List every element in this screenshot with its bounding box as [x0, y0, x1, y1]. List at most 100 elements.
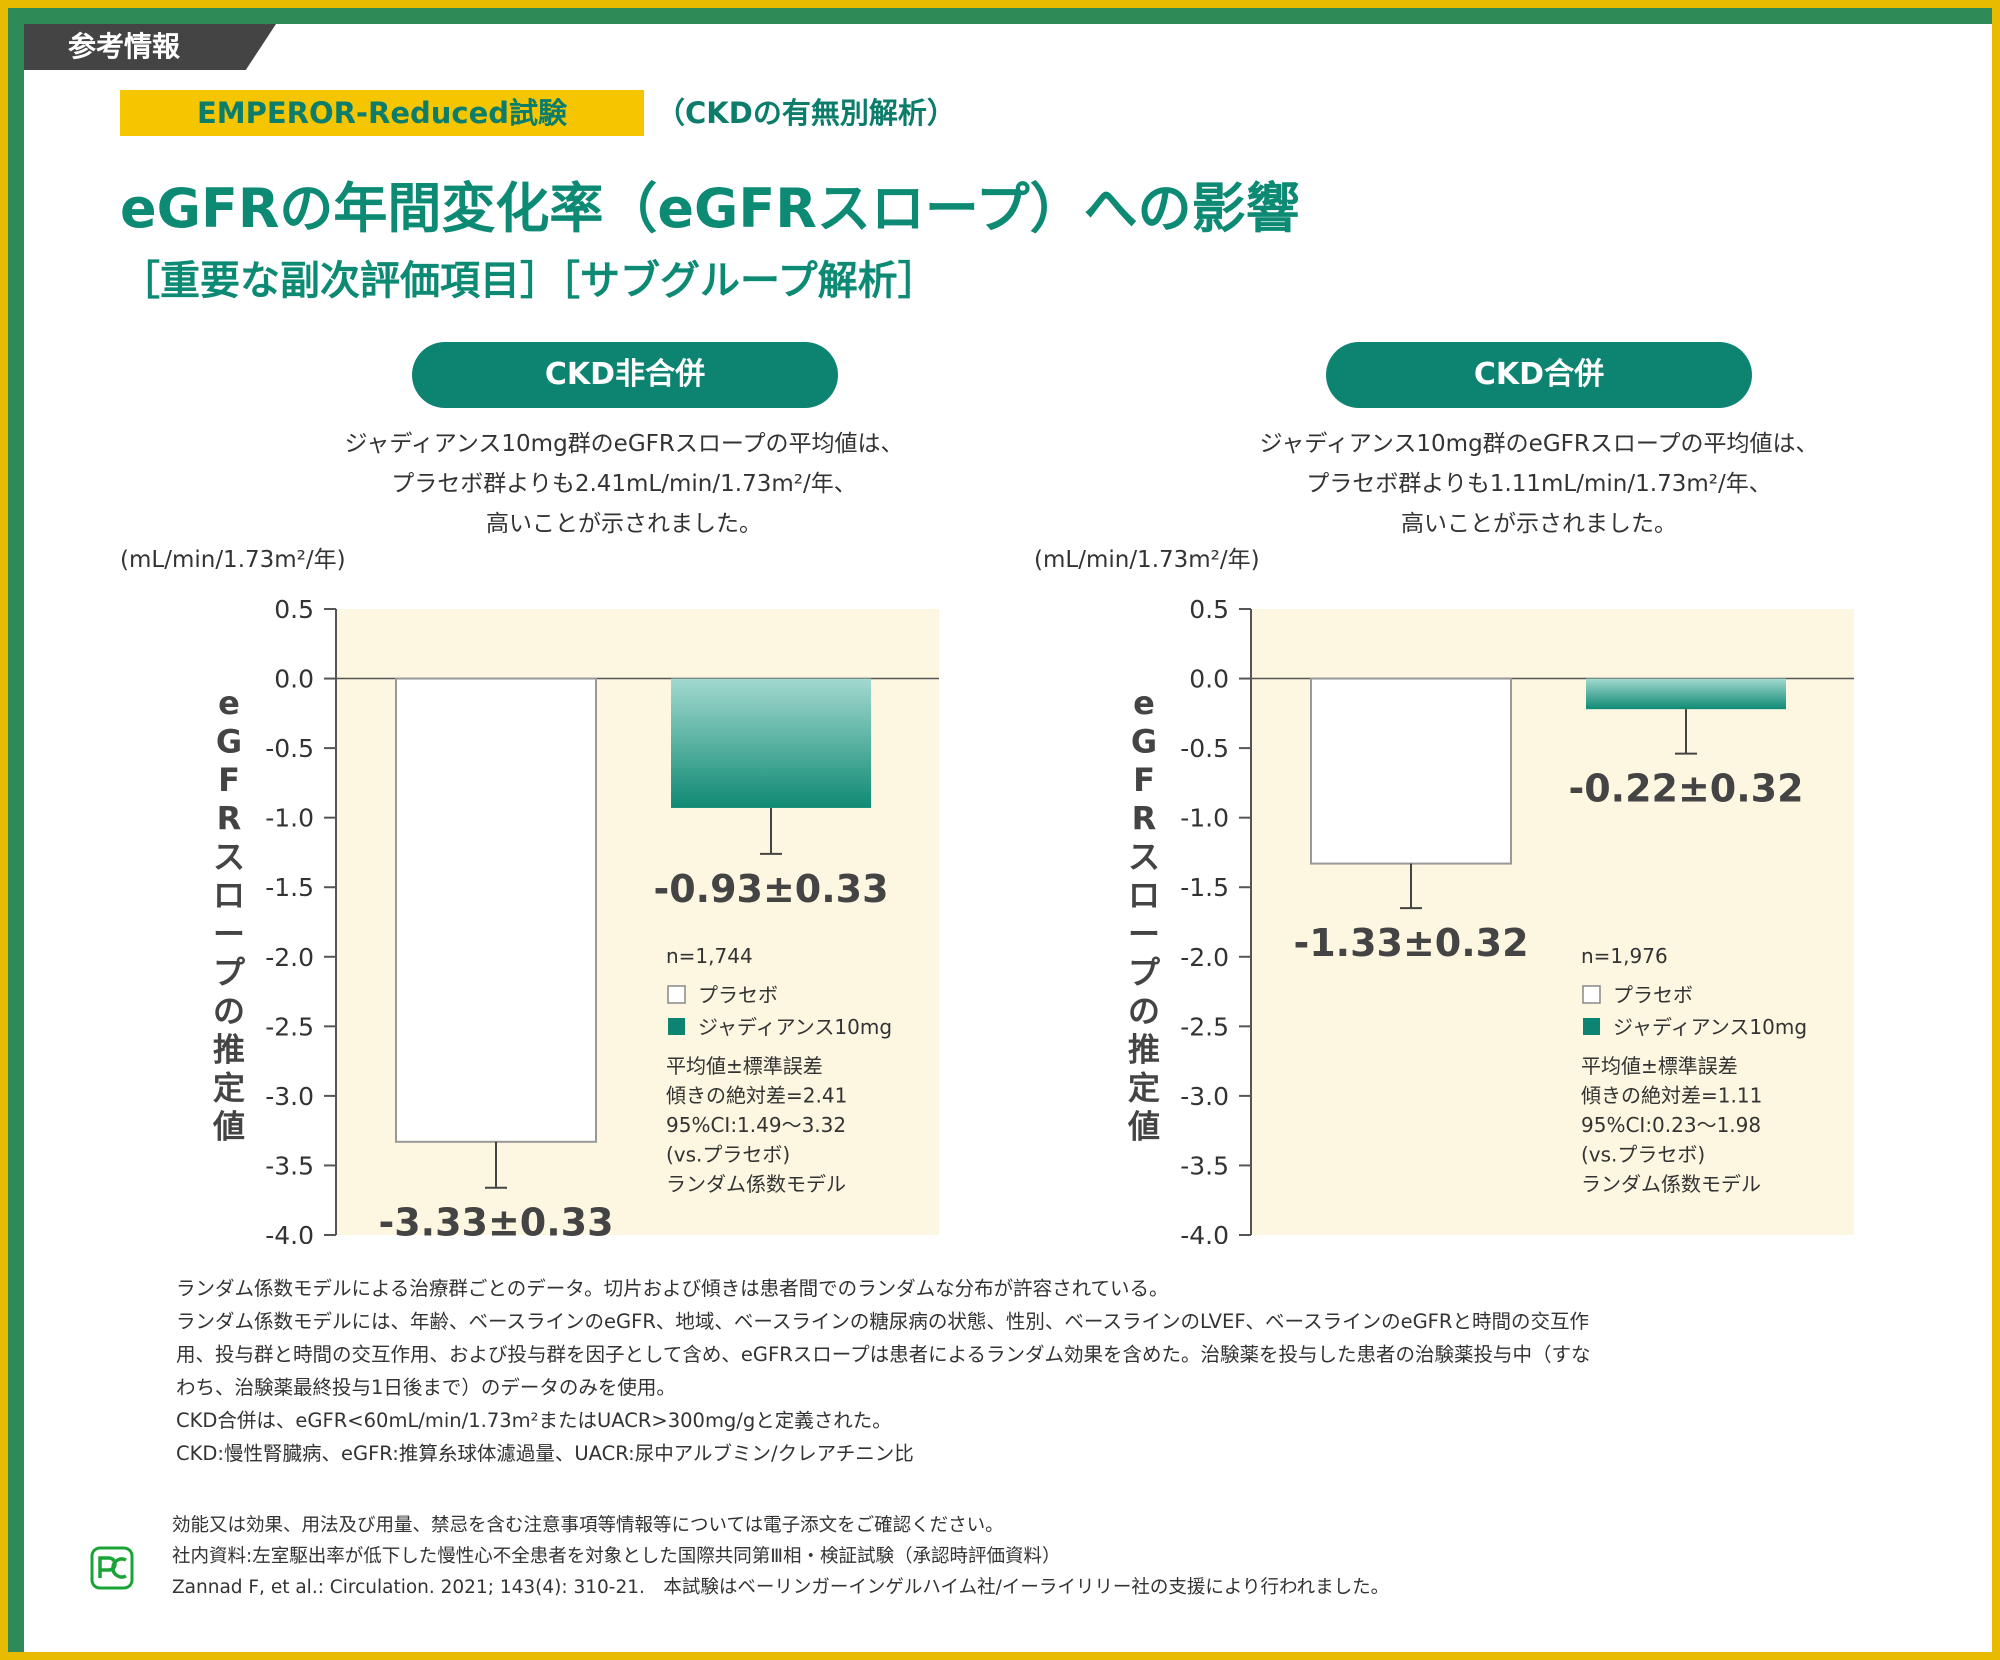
bar-jardiance: [1586, 678, 1786, 710]
y-axis-title-char: ー: [1128, 915, 1160, 953]
y-unit-label: (mL/min/1.73m²/年): [1034, 547, 1260, 573]
reference-line: Zannad F, et al.: Circulation. 2021; 143…: [172, 1577, 1390, 1598]
y-axis-title-char: R: [1132, 800, 1157, 838]
stats-line: ランダム係数モデル: [1581, 1172, 1761, 1196]
y-tick-label: -1.0: [1180, 804, 1229, 833]
stats-line: 95%CI:0.23〜1.98: [1581, 1113, 1761, 1137]
y-axis-title-char: ロ: [1128, 877, 1160, 915]
stats-line: 傾きの絶対差=2.41: [666, 1084, 847, 1108]
y-axis-title-char: F: [1133, 761, 1155, 799]
y-axis-title-char: F: [218, 761, 240, 799]
stats-line: 平均値±標準誤差: [1581, 1054, 1738, 1078]
stats-line: (vs.プラセボ): [666, 1143, 790, 1167]
y-axis-title-char: 推: [1128, 1031, 1160, 1069]
legend-label-jardiance: ジャディアンス10mg: [1613, 1015, 1807, 1039]
y-tick-label: -2.0: [1180, 943, 1229, 972]
footnote-line: CKD合併は、eGFR<60mL/min/1.73m²またはUACR>300mg…: [176, 1409, 892, 1432]
y-axis-title-char: 推: [213, 1031, 245, 1069]
footnote-line: 用、投与群と時間の交互作用、および投与群を因子として含め、eGFRスロープは患者…: [176, 1343, 1591, 1366]
page-subtitle: ［重要な副次評価項目］［サブグループ解析］: [120, 258, 938, 304]
y-axis-title-char: の: [1128, 992, 1160, 1030]
footnotes: ランダム係数モデルによる治療群ごとのデータ。切片および傾きは患者間でのランダムな…: [176, 1272, 1876, 1470]
value-label: -1.33±0.32: [1293, 921, 1528, 965]
legend-swatch-placebo: [1582, 985, 1601, 1004]
y-axis-title-char: ー: [213, 915, 245, 953]
stats-line: 傾きの絶対差=1.11: [1581, 1084, 1762, 1108]
description-line: ジャディアンス10mg群のeGFRスロープの平均値は、: [344, 431, 904, 457]
reference-line: 効能又は効果、用法及び用量、禁忌を含む注意事項等情報等については電子添文をご確認…: [172, 1515, 1004, 1536]
y-tick-label: -3.5: [1180, 1151, 1229, 1180]
content-panel: 参考情報 EMPEROR-Reduced試験 （CKDの有無別解析） eGFRの…: [24, 24, 1992, 1652]
legend-swatch-placebo: [667, 985, 686, 1004]
footnote-line: ランダム係数モデルによる治療群ごとのデータ。切片および傾きは患者間でのランダムな…: [176, 1277, 1169, 1300]
y-axis-title-char: 値: [1127, 1108, 1160, 1146]
panel-description-ckd-present: ジャディアンス10mg群のeGFRスロープの平均値は、 プラセボ群よりも1.11…: [1189, 424, 1889, 544]
y-axis-title-char: G: [1131, 723, 1157, 761]
legend-label-placebo: プラセボ: [1613, 983, 1693, 1007]
y-tick-label: 0.5: [1189, 595, 1229, 624]
y-axis-title-char: プ: [213, 954, 246, 992]
bar-placebo: [1310, 677, 1512, 865]
y-axis-title-char: 値: [212, 1108, 245, 1146]
y-tick-label: -0.5: [265, 734, 314, 763]
y-tick-label: -3.5: [265, 1151, 314, 1180]
y-tick-label: -4.0: [265, 1221, 314, 1244]
y-tick-label: -1.5: [265, 873, 314, 902]
stats-line: 平均値±標準誤差: [666, 1054, 823, 1078]
bar-jardiance: [671, 678, 871, 808]
panel-pill-ckd-absent: CKD非合併: [412, 342, 838, 408]
footnote-line: ランダム係数モデルには、年齢、ベースラインのeGFR、地域、ベースラインの糖尿病…: [176, 1310, 1589, 1333]
y-tick-label: -2.5: [1180, 1012, 1229, 1041]
y-tick-label: -2.0: [265, 943, 314, 972]
panel-description-ckd-absent: ジャディアンス10mg群のeGFRスロープの平均値は、 プラセボ群よりも2.41…: [274, 424, 974, 544]
y-axis-title-char: R: [217, 800, 242, 838]
value-label: -0.22±0.32: [1568, 767, 1803, 811]
description-line: ジャディアンス10mg群のeGFRスロープの平均値は、: [1259, 431, 1819, 457]
y-tick-label: -0.5: [1180, 734, 1229, 763]
value-label: -0.93±0.33: [653, 867, 888, 911]
bar-placebo: [395, 677, 597, 1143]
footnote-line: CKD:慢性腎臓病、eGFR:推算糸球体濾過量、UACR:尿中アルブミン/クレア…: [176, 1442, 914, 1465]
y-axis-title-char: 定: [1128, 1069, 1160, 1107]
legend-swatch-jardiance: [1583, 1018, 1600, 1035]
y-tick-label: -3.0: [265, 1082, 314, 1111]
reference-badge: 参考情報: [24, 24, 276, 70]
y-tick-label: -4.0: [1180, 1221, 1229, 1244]
page-title: eGFRの年間変化率（eGFRスロープ）への影響: [120, 177, 1300, 240]
description-line: 高いことが示されました。: [1401, 511, 1677, 537]
reference-line: 社内資料:左室駆出率が低下した慢性心不全患者を対象とした国際共同第Ⅲ相・検証試験…: [172, 1546, 1061, 1567]
panel-pill-ckd-present: CKD合併: [1326, 342, 1752, 408]
y-axis-title-char: ス: [1128, 838, 1160, 876]
y-unit-label: (mL/min/1.73m²/年): [120, 547, 346, 573]
y-axis-title-char: 定: [213, 1069, 245, 1107]
y-tick-label: -1.0: [265, 804, 314, 833]
description-line: プラセボ群よりも2.41mL/min/1.73m²/年、: [391, 471, 857, 497]
sample-size-label: n=1,744: [666, 944, 753, 968]
trial-subtitle: （CKDの有無別解析）: [656, 96, 956, 130]
y-axis-title-char: G: [216, 723, 242, 761]
legend-label-placebo: プラセボ: [698, 983, 778, 1007]
description-line: 高いことが示されました。: [486, 511, 762, 537]
y-tick-label: -1.5: [1180, 873, 1229, 902]
legend-label-jardiance: ジャディアンス10mg: [698, 1015, 892, 1039]
y-axis-title-char: の: [213, 992, 245, 1030]
trial-name-badge: EMPEROR-Reduced試験: [120, 90, 644, 136]
y-tick-label: 0.5: [274, 595, 314, 624]
value-label: -3.33±0.33: [378, 1201, 613, 1244]
description-line: プラセボ群よりも1.11mL/min/1.73m²/年、: [1306, 471, 1772, 497]
stats-line: 95%CI:1.49〜3.32: [666, 1113, 846, 1137]
legend-swatch-jardiance: [668, 1018, 685, 1035]
y-axis-title-char: プ: [1128, 954, 1161, 992]
y-axis-title-char: ロ: [213, 877, 245, 915]
y-tick-label: 0.0: [274, 665, 314, 694]
stats-line: (vs.プラセボ): [1581, 1143, 1705, 1167]
y-axis-title-char: ス: [213, 838, 245, 876]
y-tick-label: 0.0: [1189, 665, 1229, 694]
stats-line: ランダム係数モデル: [666, 1172, 846, 1196]
y-axis-title-char: e: [1133, 684, 1155, 722]
sample-size-label: n=1,976: [1581, 944, 1668, 968]
bar-chart-ckd-absent: 0.5 0.0 -0.5 -1.0 -1.5 -2.0 -2.5 -3.0 -3.5 -4.0 eG…: [212, 595, 939, 1244]
y-tick-label: -2.5: [265, 1012, 314, 1041]
y-tick-label: -3.0: [1180, 1082, 1229, 1111]
